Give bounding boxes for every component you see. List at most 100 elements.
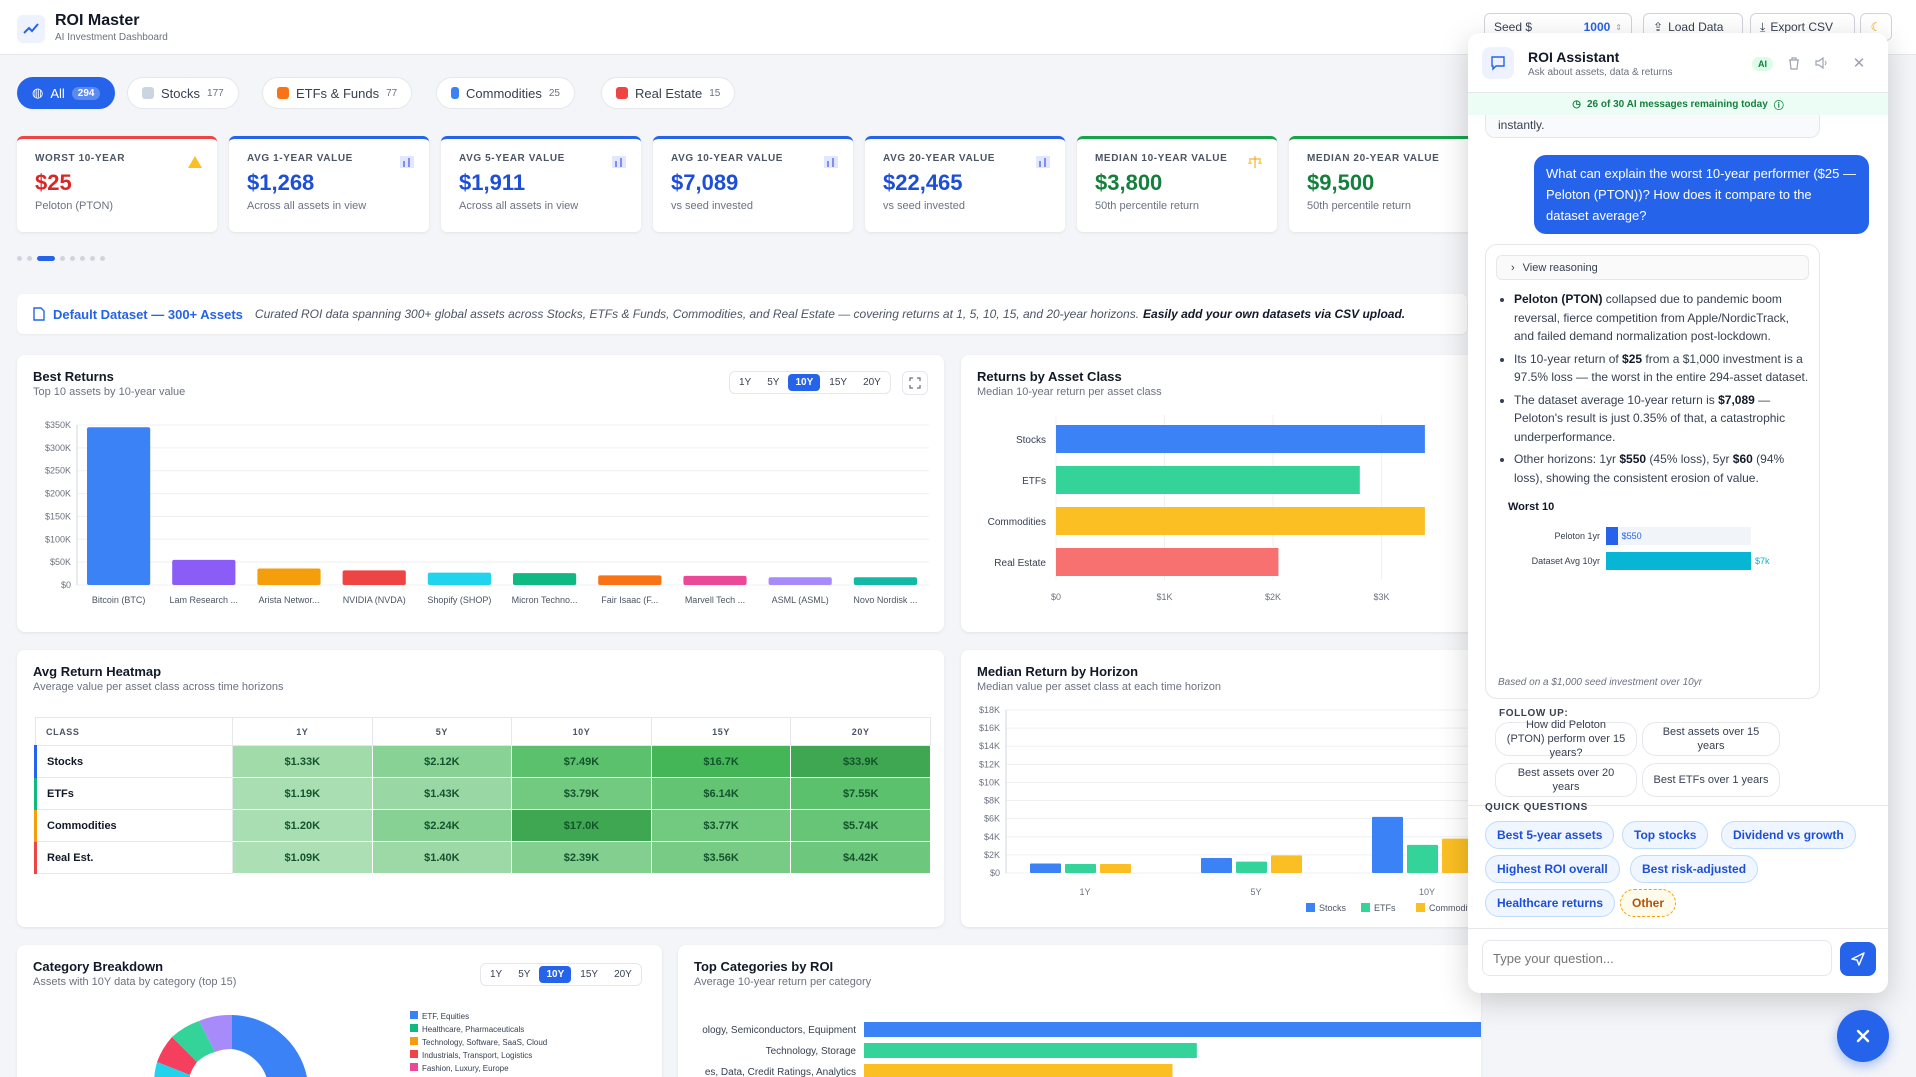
heatmap-cell[interactable]: $2.39K — [511, 841, 652, 874]
filter-commodities[interactable]: Commodities 25 — [436, 77, 575, 109]
legend-item[interactable]: Fashion, Luxury, Europe — [410, 1062, 547, 1075]
heatmap-cell[interactable]: $5.74K — [790, 809, 931, 842]
heatmap-cell[interactable]: $1.09K — [232, 841, 373, 874]
x-tick-label: 10Y — [1419, 887, 1435, 897]
quick-question-chip[interactable]: Dividend vs growth — [1721, 821, 1856, 849]
stat-value: $22,465 — [883, 170, 963, 195]
horizon-5y[interactable]: 5Y — [518, 969, 531, 980]
export-csv-label: Export CSV — [1770, 20, 1834, 34]
quick-question-chip[interactable]: Best risk-adjusted — [1630, 855, 1759, 883]
chat-scroll-area[interactable]: instantly. What can explain the worst 10… — [1468, 115, 1888, 805]
legend-item[interactable]: Technology, Software, SaaS, Cloud — [410, 1036, 547, 1049]
trending-up-icon — [17, 15, 45, 43]
quick-question-chip[interactable]: Highest ROI overall — [1485, 855, 1620, 883]
follow-up-chip[interactable]: How did Peloton (PTON) perform over 15 y… — [1495, 719, 1637, 759]
carousel-dots[interactable] — [17, 256, 105, 261]
seed-value[interactable]: 1000 — [1583, 20, 1611, 34]
roi-assistant-panel: ROI Assistant Ask about assets, data & r… — [1468, 33, 1888, 993]
y-tick-label: ETFs — [1022, 476, 1046, 487]
view-reasoning-toggle[interactable]: › View reasoning — [1496, 255, 1809, 280]
follow-up-chip[interactable]: Best assets over 15 years — [1642, 722, 1780, 756]
heatmap-cell[interactable]: $1.40K — [371, 841, 513, 874]
bar — [427, 572, 491, 585]
quick-question-chip[interactable]: Best 5-year assets — [1485, 821, 1615, 849]
heatmap-cell[interactable]: $7.55K — [790, 777, 931, 810]
y-tick-label: Technology, Storage — [766, 1046, 857, 1057]
heatmap-cell[interactable]: $16.7K — [650, 745, 792, 778]
legend-item[interactable]: Healthcare, Pharmaceuticals — [410, 1023, 547, 1036]
quick-question-other[interactable]: Other — [1620, 889, 1677, 917]
heatmap-cell[interactable]: $1.20K — [232, 809, 373, 842]
heatmap-cell[interactable]: $3.77K — [650, 809, 792, 842]
follow-up-chip[interactable]: Best assets over 20 years — [1495, 763, 1637, 797]
legend-item[interactable]: ETF, Equities — [410, 1010, 547, 1023]
info-icon[interactable]: ⓘ — [1773, 100, 1784, 112]
stat-card-avg-1y: AVG 1-YEAR VALUE $1,268 Across all asset… — [229, 136, 429, 232]
legend-label: Commoditi — [1429, 903, 1472, 913]
legend-swatch — [410, 1037, 418, 1045]
horizon-10y[interactable]: 10Y — [539, 966, 572, 983]
carousel-dot[interactable] — [17, 256, 22, 261]
x-tick-label: $3K — [1373, 592, 1389, 602]
heatmap-cell[interactable]: $3.56K — [650, 841, 792, 874]
carousel-dot[interactable] — [27, 256, 32, 261]
heatmap-cell[interactable]: $7.49K — [511, 745, 652, 778]
heatmap-cell[interactable]: $17.0K — [511, 809, 652, 842]
follow-up-chip[interactable]: Best ETFs over 1 years — [1642, 763, 1780, 797]
heatmap-cell[interactable]: $1.43K — [371, 777, 513, 810]
y-tick-label: $350K — [45, 420, 71, 430]
category-legend: ETF, Equities Healthcare, Pharmaceutical… — [410, 1010, 547, 1075]
heatmap-cell[interactable]: $6.14K — [650, 777, 792, 810]
quick-question-chip[interactable]: Top stocks — [1622, 821, 1709, 849]
scale-icon — [1248, 156, 1262, 168]
horizon-toggle[interactable]: 1Y 5Y 10Y 15Y 20Y — [729, 371, 891, 394]
bar — [1442, 838, 1473, 873]
heatmap-cell[interactable]: $2.12K — [371, 745, 513, 778]
dataset-title[interactable]: Default Dataset — 300+ Assets — [53, 306, 243, 322]
heatmap-cell[interactable]: $2.24K — [371, 809, 513, 842]
panel-title: Returns by Asset Class — [977, 369, 1122, 384]
question-input[interactable] — [1482, 940, 1832, 976]
carousel-dot[interactable] — [90, 256, 95, 261]
horizon-15y[interactable]: 15Y — [829, 377, 848, 388]
filter-stocks[interactable]: Stocks 177 — [127, 77, 239, 109]
carousel-dot[interactable] — [70, 256, 75, 261]
horizon-15y[interactable]: 15Y — [580, 969, 599, 980]
legend-item[interactable]: Industrials, Transport, Logistics — [410, 1049, 547, 1062]
filter-real-estate[interactable]: Real Estate 15 — [601, 77, 736, 109]
close-icon[interactable]: ✕ — [1852, 55, 1866, 72]
expand-button[interactable] — [902, 371, 928, 395]
heatmap-cell[interactable]: $3.79K — [511, 777, 652, 810]
filter-all[interactable]: ◍ All 294 — [17, 77, 116, 109]
horizon-20y[interactable]: 20Y — [614, 969, 632, 980]
heatmap-row-label: Commodities — [34, 809, 233, 842]
close-assistant-fab[interactable] — [1837, 1010, 1889, 1062]
horizon-5y[interactable]: 5Y — [767, 377, 780, 388]
send-button[interactable] — [1840, 942, 1876, 976]
horizon-10y[interactable]: 10Y — [788, 374, 821, 391]
close-icon — [1856, 1029, 1870, 1043]
horizon-toggle[interactable]: 1Y 5Y 10Y 15Y 20Y — [480, 963, 642, 986]
carousel-dot[interactable] — [60, 256, 65, 261]
horizon-20y[interactable]: 20Y — [863, 377, 881, 388]
legend-label: Technology, Software, SaaS, Cloud — [422, 1038, 548, 1047]
horizon-1y[interactable]: 1Y — [490, 969, 503, 980]
carousel-dot-active[interactable] — [37, 256, 55, 261]
heatmap-cell[interactable]: $33.9K — [790, 745, 931, 778]
heatmap-cell[interactable]: $1.33K — [232, 745, 373, 778]
speaker-icon[interactable] — [1814, 55, 1830, 71]
trash-icon[interactable] — [1786, 55, 1802, 71]
stepper-icon[interactable]: ⇕ — [1615, 22, 1622, 32]
filter-etfs[interactable]: ETFs & Funds 77 — [262, 77, 413, 109]
answer-bullets: Peloton (PTON) collapsed due to pandemic… — [1514, 290, 1809, 487]
median-horizon-panel: Median Return by Horizon Median value pe… — [961, 650, 1481, 927]
stat-card-worst-10y: WORST 10-YEAR $25 Peloton (PTON) — [17, 136, 217, 232]
heatmap-cell[interactable]: $1.19K — [232, 777, 373, 810]
horizon-1y[interactable]: 1Y — [739, 377, 752, 388]
heatmap-cell[interactable]: $4.42K — [790, 841, 931, 874]
quick-question-chip[interactable]: Healthcare returns — [1485, 889, 1616, 917]
stat-label: MEDIAN 20-YEAR VALUE — [1307, 153, 1440, 164]
carousel-dot[interactable] — [80, 256, 85, 261]
assistant-subtitle: Ask about assets, data & returns — [1528, 67, 1673, 78]
carousel-dot[interactable] — [100, 256, 105, 261]
